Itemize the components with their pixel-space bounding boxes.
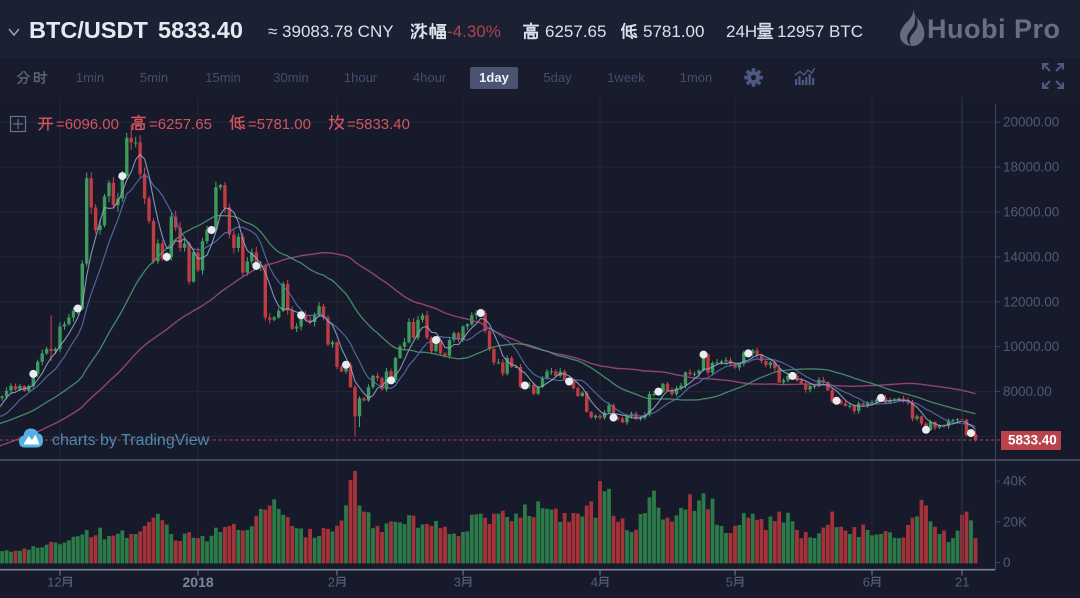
svg-text:10000.00: 10000.00 bbox=[1003, 339, 1059, 354]
svg-text:20000.00: 20000.00 bbox=[1003, 115, 1059, 130]
svg-text:6: 6 bbox=[863, 575, 870, 590]
svg-text:=6096.00: =6096.00 bbox=[56, 116, 119, 133]
svg-text:2018: 2018 bbox=[183, 574, 214, 590]
svg-text:2: 2 bbox=[328, 575, 335, 590]
svg-text:12: 12 bbox=[47, 575, 61, 590]
svg-text:=5833.40: =5833.40 bbox=[347, 116, 410, 133]
svg-text:12000.00: 12000.00 bbox=[1003, 294, 1059, 309]
svg-text:charts by TradingView: charts by TradingView bbox=[52, 432, 210, 449]
svg-text:21: 21 bbox=[955, 575, 969, 590]
svg-text:4: 4 bbox=[591, 575, 598, 590]
svg-text:40K: 40K bbox=[1003, 474, 1027, 489]
svg-text:8000.00: 8000.00 bbox=[1003, 384, 1052, 399]
svg-text:14000.00: 14000.00 bbox=[1003, 249, 1059, 264]
svg-text:20K: 20K bbox=[1003, 514, 1027, 529]
svg-text:5: 5 bbox=[726, 575, 733, 590]
svg-text:0: 0 bbox=[1003, 555, 1011, 570]
svg-text:16000.00: 16000.00 bbox=[1003, 205, 1059, 220]
svg-text:=6257.65: =6257.65 bbox=[149, 116, 212, 133]
svg-text:=5781.00: =5781.00 bbox=[248, 116, 311, 133]
svg-text:5833.40: 5833.40 bbox=[1008, 433, 1057, 448]
svg-text:18000.00: 18000.00 bbox=[1003, 160, 1059, 175]
svg-text:3: 3 bbox=[454, 575, 461, 590]
